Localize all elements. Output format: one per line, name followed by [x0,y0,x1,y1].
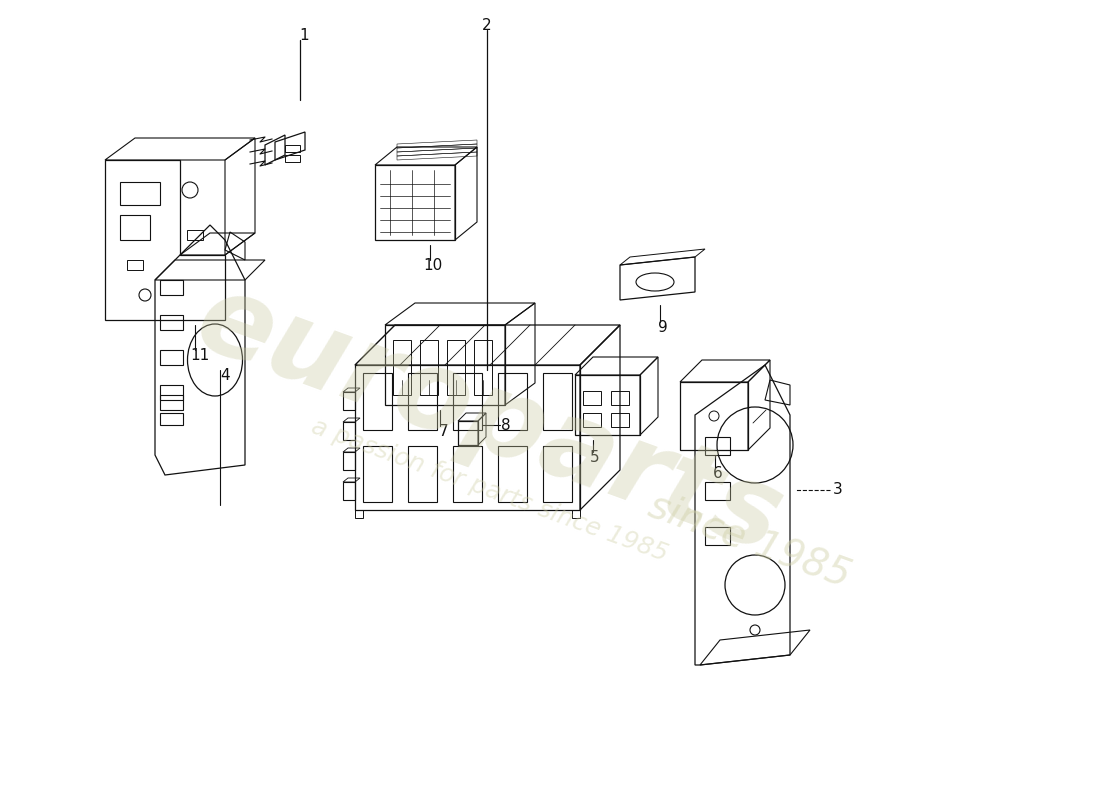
Text: 8: 8 [502,418,510,433]
Text: a passion for parts since 1985: a passion for parts since 1985 [308,414,672,566]
Text: 1: 1 [299,29,309,43]
Text: 4: 4 [220,369,230,383]
Text: 11: 11 [190,349,210,363]
Text: 6: 6 [713,466,723,482]
Text: 3: 3 [833,482,843,498]
Text: 7: 7 [439,425,449,439]
Text: 2: 2 [482,18,492,33]
Text: 9: 9 [658,321,668,335]
Text: since 1985: since 1985 [644,486,856,594]
Text: 5: 5 [591,450,600,466]
Text: europarts: europarts [184,265,796,575]
Text: 10: 10 [424,258,442,274]
